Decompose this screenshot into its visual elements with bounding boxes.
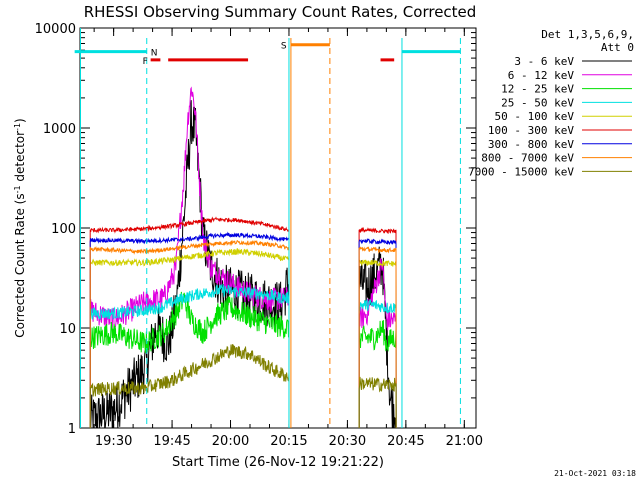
series-line-800-7000-kev-seg0: [89, 239, 290, 428]
x-tick-label: 19:30: [95, 434, 132, 449]
series-line-100-300-kev-seg1: [358, 226, 397, 429]
y-axis-ticks: 1 10 100 1000 10000: [35, 22, 476, 437]
x-axis-label: Start Time (26-Nov-12 19:21:22): [172, 455, 384, 470]
y-tick-label: 10: [59, 322, 76, 337]
legend-header-line2: Att 0: [601, 41, 634, 54]
series-line-800-7000-kev-seg1: [358, 246, 397, 429]
legend-label: 12 - 25 keV: [501, 83, 574, 96]
legend-label: 7000 - 15000 keV: [468, 165, 574, 178]
series-line-25-50-kev-seg1: [358, 299, 397, 429]
legend-label: 50 - 100 keV: [495, 110, 575, 123]
saa-flag-label: S: [281, 42, 287, 52]
x-tick-label: 20:15: [270, 434, 307, 449]
series-line-300-800-kev-seg1: [358, 238, 397, 429]
y-tick-label: 10000: [35, 22, 76, 37]
x-tick-label: 20:30: [329, 434, 366, 449]
series-line-50-100-kev-seg1: [358, 259, 397, 429]
legend-label: 100 - 300 keV: [488, 124, 574, 137]
x-tick-label: 21:00: [446, 434, 483, 449]
series-line-25-50-kev-seg0: [89, 283, 290, 428]
y-axis-label: Corrected Count Rate (s-1 detector-1): [13, 118, 28, 337]
y-tick-label: 100: [51, 222, 76, 237]
night-flag-label: N: [151, 49, 158, 59]
series-line-12-25-kev-seg0: [89, 291, 290, 428]
legend-header-line1: Det 1,3,5,6,9,: [541, 28, 634, 41]
series-line-3-6-kev-seg0: [89, 100, 290, 429]
legend-label: 25 - 50 keV: [501, 96, 574, 109]
chart-title: RHESSI Observing Summary Count Rates, Co…: [84, 3, 477, 21]
flare-flag-label: F: [143, 57, 148, 67]
series-line-300-800-kev-seg0: [89, 231, 290, 428]
x-tick-label: 20:45: [387, 434, 424, 449]
flag-lines: NF S: [74, 28, 461, 428]
y-tick-label: 1: [68, 422, 76, 437]
x-axis-ticks: 19:30 19:45 20:00 20:15 20:30 20:45 21:00: [93, 28, 483, 449]
series-line-50-100-kev-seg0: [89, 248, 290, 428]
series-line-12-25-kev-seg1: [358, 320, 397, 429]
legend-label: 3 - 6 keV: [514, 55, 574, 68]
series-line-7000-15000-kev-seg1: [358, 376, 397, 429]
series-lines: [89, 86, 397, 429]
legend-label: 800 - 7000 keV: [481, 152, 574, 165]
x-tick-label: 20:00: [212, 434, 249, 449]
series-line-7000-15000-kev-seg0: [89, 344, 290, 428]
series-line-100-300-kev-seg0: [89, 216, 290, 428]
legend-label: 6 - 12 keV: [508, 69, 575, 82]
series-line-6-12-kev-seg1: [358, 258, 397, 429]
x-tick-label: 19:45: [153, 434, 190, 449]
footer-timestamp: 21-Oct-2021 03:18: [554, 469, 636, 478]
legend-label: 300 - 800 keV: [488, 138, 574, 151]
y-tick-label: 1000: [43, 122, 76, 137]
